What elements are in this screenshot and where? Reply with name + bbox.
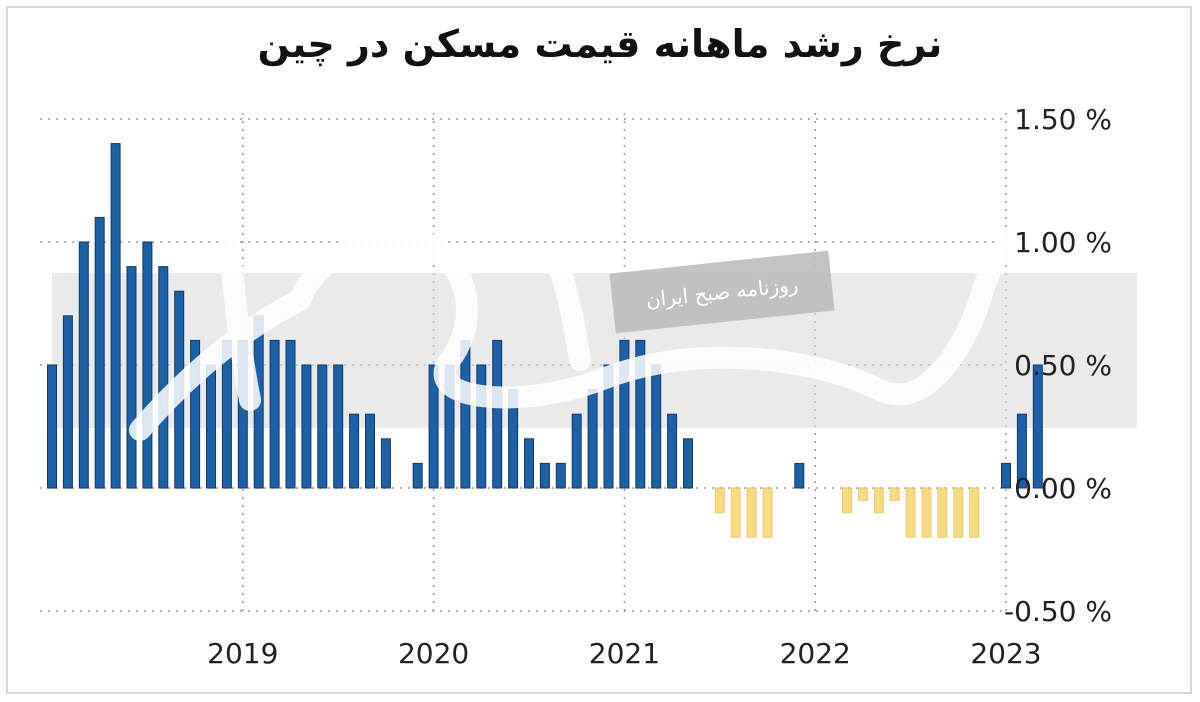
watermark-tagline-box [609,250,835,334]
bar [619,339,630,489]
bar [921,487,932,538]
bar [651,364,662,489]
x-tick-label: 2019 [207,637,278,670]
bar [190,339,201,489]
bar [667,413,678,489]
bar [412,462,423,489]
y-tick-label: 1.00 % [1014,226,1112,259]
bar [47,364,57,489]
watermark: روزنامه صبح ایران [129,219,1031,441]
x-tick-label: 2023 [970,637,1041,670]
bar [269,339,280,489]
bar [603,364,614,489]
bar [285,339,296,489]
bar [905,487,916,538]
bar [110,143,121,489]
chart-title: نرخ رشد ماهانه قیمت مسکن در چین [257,22,943,66]
bar [587,389,598,489]
bar [539,462,550,489]
bar [555,462,566,489]
bar [683,438,693,489]
bar [142,241,153,489]
bar [94,216,105,489]
bar [78,241,89,489]
bar [746,487,757,538]
bars [47,143,1043,538]
bar [301,364,312,489]
y-tick-label: -0.50 % [1004,595,1112,628]
y-tick-label: 0.00 % [1014,472,1112,505]
bar [158,266,169,489]
bar [873,487,884,514]
bar [428,364,439,489]
bar [365,413,375,489]
bar [476,364,487,489]
bar [1001,462,1011,489]
bar [571,413,582,489]
bar [317,364,328,489]
bar [762,487,773,538]
bar [460,339,471,489]
bar [794,462,805,489]
bar [206,364,216,489]
bar [524,438,534,489]
bar [937,487,948,538]
bar [730,487,741,538]
bar [1032,364,1043,489]
bar [1016,413,1027,489]
y-tick-label: 0.50 % [1014,349,1112,382]
bar [380,438,391,489]
watermark-logo [129,219,1031,441]
bar [492,339,503,489]
bar [842,487,852,514]
bar [62,315,73,489]
y-tick-label: 1.50 % [1014,103,1112,136]
bar [349,413,360,489]
x-tick-label: 2020 [398,637,469,670]
bar [714,487,725,514]
bar [635,339,646,489]
x-tick-label: 2022 [780,637,851,670]
y-axis-ticks: 1.50 % 1.00 % 0.50 % 0.00 % -0.50 % [1004,103,1112,628]
bar [126,266,137,489]
bar [889,487,900,501]
bar [333,364,344,489]
x-tick-label: 2021 [589,637,660,670]
x-axis-ticks: 2019 2020 2021 2022 2023 [207,637,1041,670]
bar [969,487,980,538]
bar [857,487,868,501]
bar [953,487,964,538]
